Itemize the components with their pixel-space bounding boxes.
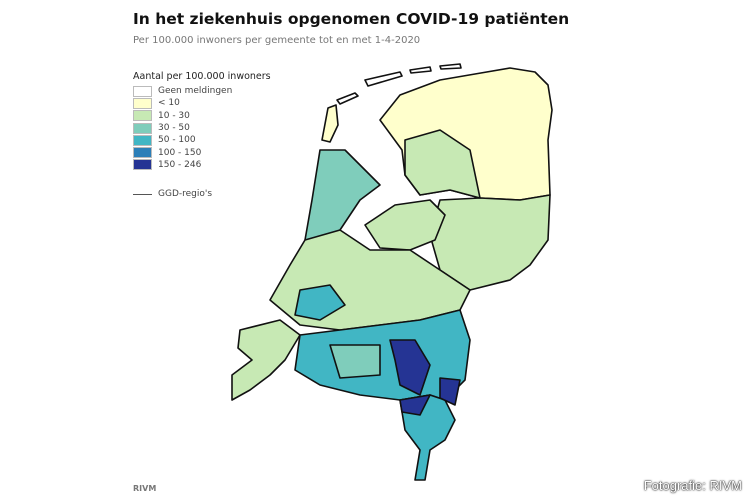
photo-credit: Fotografie: RIVM [643, 478, 742, 493]
region-limburg-east [439, 377, 461, 406]
island-terschelling [364, 71, 403, 87]
map-subtitle: Per 100.000 inwoners per gemeente tot en… [133, 35, 421, 46]
legend-item: 10 - 30 [133, 110, 271, 122]
region-north-green [404, 129, 481, 199]
legend-swatch [133, 122, 152, 134]
legend-label: 150 - 246 [158, 159, 202, 170]
map-title: In het ziekenhuis opgenomen COVID-19 pat… [133, 10, 570, 28]
legend-swatch [133, 159, 152, 171]
line-swatch [133, 193, 152, 195]
island-texel [321, 104, 339, 143]
island-schiermonnikoog [439, 63, 462, 70]
legend-item: 30 - 50 [133, 122, 271, 134]
region-east [429, 194, 551, 291]
region-noord-holland [304, 149, 381, 251]
legend-ggd-boundary: GGD-regio's [133, 189, 212, 199]
legend-swatch [133, 110, 152, 122]
legend-label: 30 - 50 [158, 123, 190, 134]
legend-label: 50 - 100 [158, 135, 196, 146]
legend-swatch [133, 147, 152, 159]
legend-item: 150 - 246 [133, 159, 271, 171]
legend-label: 10 - 30 [158, 110, 190, 121]
island-ameland [409, 66, 432, 74]
region-brabant-mid [329, 344, 381, 379]
legend-item: < 10 [133, 97, 271, 109]
region-zeeland [231, 319, 301, 401]
region-brabant-dark [389, 339, 431, 396]
legend-item: 100 - 150 [133, 146, 271, 159]
legend-label: Geen meldingen [158, 86, 233, 97]
legend-title: Aantal per 100.000 inwoners [133, 71, 271, 82]
island-vlieland [336, 92, 359, 105]
legend-item: Geen meldingen [133, 85, 271, 97]
legend-label: 100 - 150 [158, 147, 202, 158]
legend-ggd-label: GGD-regio's [158, 189, 213, 199]
source-label: RIVM [133, 484, 157, 493]
region-limburg-dark [399, 394, 431, 416]
legend-swatch [133, 134, 152, 146]
legend: Aantal per 100.000 inwoners Geen melding… [133, 71, 271, 171]
legend-swatch [133, 85, 152, 97]
legend-label: < 10 [158, 98, 180, 109]
legend-item: 50 - 100 [133, 134, 271, 146]
region-west-teal [294, 284, 346, 321]
region-flevoland [364, 199, 446, 251]
legend-swatch [133, 97, 152, 109]
